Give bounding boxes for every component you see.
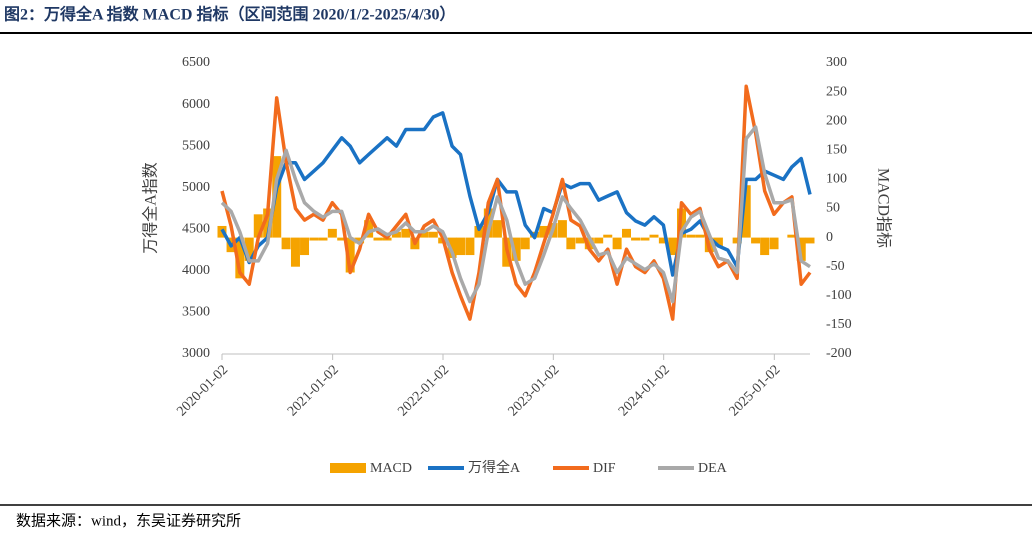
y2-tick-label: 0: [826, 230, 833, 245]
macd-bar: [309, 237, 319, 241]
y-tick-label: 5000: [182, 180, 210, 195]
macd-bar: [796, 237, 806, 261]
macd-bar: [456, 237, 466, 256]
macd-bar: [787, 234, 797, 238]
y2-tick-label: 300: [826, 55, 847, 70]
macd-bar: [741, 185, 751, 238]
macd-bar: [640, 237, 650, 241]
macd-bar: [253, 214, 263, 238]
macd-bar: [465, 237, 475, 256]
y-tick-label: 6000: [182, 97, 210, 112]
macd-bar: [391, 231, 401, 238]
macd-bar: [401, 228, 411, 238]
macd-bar: [474, 225, 484, 238]
macd-bar: [612, 237, 622, 250]
y-tick-label: 5500: [182, 138, 210, 153]
macd-bar: [373, 237, 383, 241]
macd-bar: [318, 237, 328, 241]
macd-bar: [235, 237, 245, 279]
y2-tick-label: 200: [826, 113, 847, 128]
macd-bar: [364, 220, 374, 238]
macd-bar: [713, 237, 723, 247]
y2-tick-label: 150: [826, 143, 847, 158]
macd-bar: [355, 237, 365, 244]
macd-bar: [419, 231, 429, 238]
x-tick-label: 2023-01-02: [506, 362, 563, 419]
series-line: [220, 125, 811, 304]
y2-tick-label: -100: [826, 288, 852, 303]
legend-swatch: [330, 463, 366, 473]
macd-bar: [805, 237, 815, 244]
macd-bar: [594, 237, 604, 244]
macd-bar: [511, 237, 521, 261]
source-note: 数据来源：wind，东吴证券研究所: [16, 512, 241, 529]
macd-bar: [649, 234, 659, 238]
macd-bar: [327, 228, 337, 238]
x-tick-label: 2021-01-02: [285, 362, 342, 419]
macd-bar: [263, 208, 273, 238]
y2-tick-label: -50: [826, 259, 845, 274]
macd-bar: [520, 237, 530, 250]
macd-bar: [584, 237, 594, 250]
macd-bar: [751, 237, 761, 244]
y2-axis-title: MACD指标: [874, 168, 892, 248]
macd-bar: [300, 237, 310, 256]
x-tick-label: 2020-01-02: [174, 362, 231, 419]
chart-title: 图2：万得全A 指数 MACD 指标（区间范围 2020/1/2-2025/4/…: [4, 5, 456, 24]
x-tick-label: 2022-01-02: [395, 362, 452, 419]
macd-bar: [281, 237, 291, 250]
macd-bar: [492, 220, 502, 238]
macd-bar: [345, 237, 355, 273]
macd-bar: [483, 208, 493, 238]
y2-tick-label: 250: [826, 84, 847, 99]
macd-bar: [244, 237, 254, 261]
y-axis-title: 万得全A指数: [142, 162, 160, 254]
y2-tick-label: -200: [826, 346, 852, 361]
x-tick-label: 2024-01-02: [616, 362, 673, 419]
y-tick-label: 4000: [182, 263, 210, 278]
y-tick-label: 4500: [182, 222, 210, 237]
legend-label: DIF: [593, 461, 616, 476]
macd-bar: [566, 237, 576, 250]
macd-bar: [686, 234, 696, 238]
x-tick-label: 2025-01-02: [727, 362, 784, 419]
y-tick-label: 6500: [182, 55, 210, 70]
macd-bar: [428, 231, 438, 238]
macd-bar: [769, 237, 779, 250]
y-tick-label: 3500: [182, 305, 210, 320]
legend-label: 万得全A: [468, 459, 521, 476]
series-line: [220, 84, 812, 321]
y-tick-label: 3000: [182, 346, 210, 361]
legend-label: DEA: [698, 461, 728, 476]
macd-bar: [668, 237, 678, 256]
macd-bar: [695, 234, 705, 238]
macd-bar: [337, 237, 347, 241]
y2-tick-label: 50: [826, 201, 840, 216]
macd-bar: [575, 237, 585, 244]
macd-bar: [621, 228, 631, 238]
legend-label: MACD: [370, 461, 412, 476]
macd-bar: [290, 237, 300, 267]
macd-bar: [557, 220, 567, 238]
y2-tick-label: -150: [826, 317, 852, 332]
macd-bar: [760, 237, 770, 256]
y2-tick-label: 100: [826, 172, 847, 187]
macd-bar: [447, 237, 457, 258]
macd-bar: [658, 237, 668, 244]
macd-bar: [603, 234, 613, 238]
macd-bar: [539, 225, 549, 238]
macd-bar: [631, 237, 641, 241]
